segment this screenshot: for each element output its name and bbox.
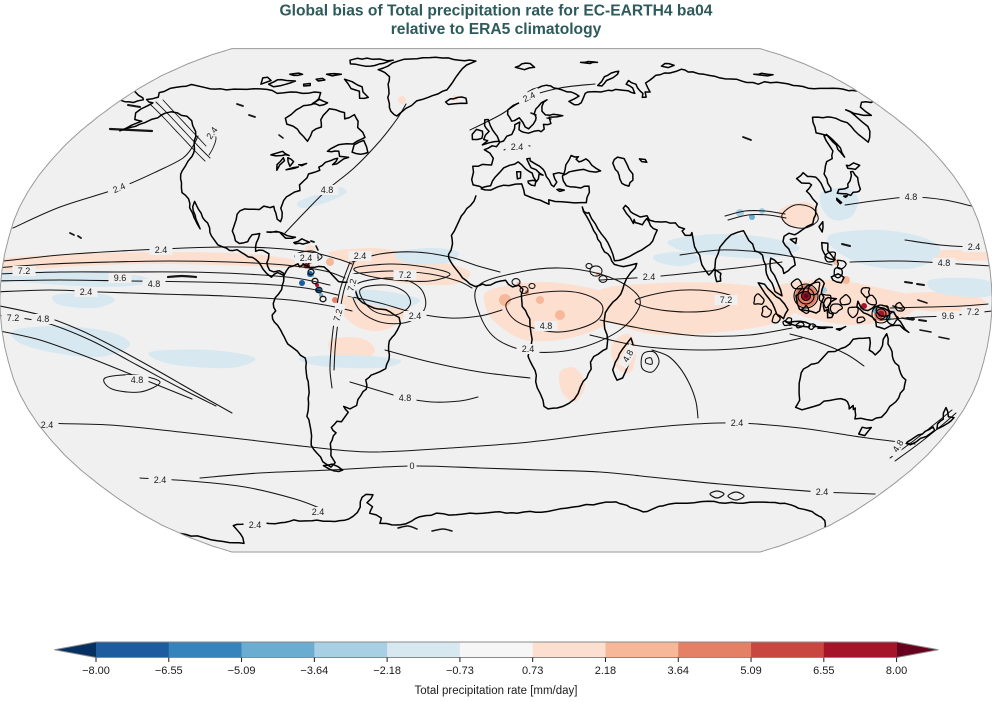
- svg-text:4.8: 4.8: [399, 393, 412, 403]
- svg-text:−3.64: −3.64: [300, 665, 328, 677]
- svg-text:9.6: 9.6: [942, 311, 955, 321]
- svg-text:5.09: 5.09: [740, 665, 761, 677]
- svg-text:7.2: 7.2: [720, 295, 733, 305]
- svg-text:4.8: 4.8: [540, 321, 553, 331]
- svg-text:0.73: 0.73: [522, 665, 543, 677]
- svg-text:2.4: 2.4: [80, 287, 93, 297]
- svg-text:4.8: 4.8: [131, 375, 144, 385]
- svg-text:2.4: 2.4: [968, 242, 981, 252]
- svg-text:−8.00: −8.00: [82, 665, 110, 677]
- svg-text:2.4: 2.4: [41, 420, 54, 430]
- svg-text:2.4: 2.4: [154, 475, 167, 485]
- svg-text:4.8: 4.8: [938, 258, 951, 268]
- svg-text:7.2: 7.2: [346, 278, 359, 293]
- svg-text:4.8: 4.8: [148, 279, 161, 289]
- svg-text:2.4: 2.4: [731, 418, 744, 428]
- svg-text:2.4: 2.4: [155, 245, 168, 255]
- svg-text:−2.18: −2.18: [373, 665, 401, 677]
- svg-text:2.4: 2.4: [522, 344, 535, 354]
- svg-text:2.4: 2.4: [300, 253, 313, 263]
- svg-text:7.2: 7.2: [18, 266, 31, 276]
- svg-text:7.2: 7.2: [7, 313, 20, 323]
- svg-text:2.4: 2.4: [312, 507, 325, 517]
- svg-text:2.4: 2.4: [111, 181, 126, 195]
- svg-text:7.2: 7.2: [399, 270, 412, 280]
- svg-text:2.4: 2.4: [511, 142, 524, 152]
- svg-text:−0.73: −0.73: [446, 665, 474, 677]
- svg-text:3.64: 3.64: [668, 665, 689, 677]
- svg-text:4.8: 4.8: [905, 192, 918, 202]
- svg-text:4.8: 4.8: [321, 185, 334, 195]
- svg-text:2.4: 2.4: [816, 487, 829, 497]
- svg-text:2.18: 2.18: [595, 665, 616, 677]
- svg-text:7.2: 7.2: [967, 307, 980, 317]
- svg-text:2.4: 2.4: [249, 520, 262, 530]
- svg-text:2.4: 2.4: [521, 90, 537, 104]
- svg-text:−6.55: −6.55: [155, 665, 183, 677]
- svg-text:0: 0: [409, 461, 414, 471]
- svg-text:7.2: 7.2: [332, 308, 345, 323]
- svg-text:2.4: 2.4: [643, 272, 656, 282]
- svg-text:6.55: 6.55: [813, 665, 834, 677]
- svg-text:Total precipitation rate [mm/d: Total precipitation rate [mm/day]: [415, 685, 578, 697]
- svg-text:8.00: 8.00: [886, 665, 907, 677]
- svg-text:relative to ERA5 climatology: relative to ERA5 climatology: [391, 21, 602, 38]
- svg-text:9.6: 9.6: [114, 273, 127, 283]
- svg-text:−5.09: −5.09: [228, 665, 256, 677]
- svg-text:Global bias of Total precipita: Global bias of Total precipitation rate …: [280, 3, 713, 20]
- svg-text:4.8: 4.8: [37, 314, 50, 324]
- svg-text:2.4: 2.4: [354, 251, 367, 261]
- svg-text:2.4: 2.4: [409, 311, 422, 321]
